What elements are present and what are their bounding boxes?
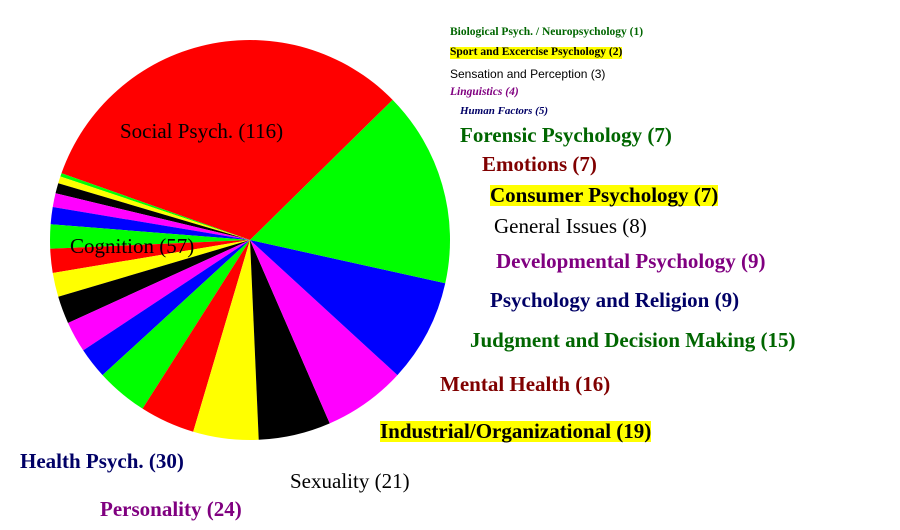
pie-slice-18 [250,99,450,284]
label-mental-health: Mental Health (16) [440,372,611,396]
pie-slice-2 [58,176,250,240]
pie-slice-4 [52,193,251,240]
label-sport-psych: Sport and Excercise Psychology (2) [450,46,623,59]
pie-slice-10 [68,240,250,351]
label-emotions: Emotions (7) [482,152,597,176]
label-health-psych: Health Psych. (30) [20,449,184,473]
label-social-psych: Social Psych. (116) [120,119,284,143]
pie-slice-9 [58,240,250,323]
pie-slice-5 [50,206,250,240]
pie-slice-11 [83,240,250,376]
label-personality: Personality (24) [100,497,242,521]
pie-slice-7 [50,240,251,274]
label-sexuality: Sexuality (21) [290,469,410,493]
label-forensic-psychology: Forensic Psychology (7) [460,123,672,147]
pie-slice-8 [52,240,251,297]
pie-slice-12 [102,240,251,409]
label-general-issues: General Issues (8) [494,214,647,238]
pie-slice-6 [50,224,250,249]
pie-slice-16 [250,240,398,424]
pie-slice-17 [250,240,446,376]
pie-slice-13 [142,240,250,432]
label-judgment-decision: Judgment and Decision Making (15) [470,328,796,352]
label-industrial-organizational: Industrial/Organizational (19) [380,419,652,443]
pie-slice-3 [55,183,250,240]
pie-slice-1 [60,173,251,240]
label-cognition: Cognition (57) [70,234,195,258]
label-human-factors: Human Factors (5) [460,105,549,117]
pie-slice-15 [250,240,330,440]
label-sensation-perception: Sensation and Perception (3) [450,67,606,81]
label-psychology-religion: Psychology and Religion (9) [490,288,740,312]
pie-slice-14 [193,240,259,440]
label-linguistics: Linguistics (4) [450,86,519,98]
label-developmental-psychology: Developmental Psychology (9) [496,249,766,273]
label-biological-psych: Biological Psych. / Neuropsychology (1) [450,26,644,38]
label-consumer-psychology: Consumer Psychology (7) [490,183,719,207]
pie-slice-0 [61,40,393,240]
